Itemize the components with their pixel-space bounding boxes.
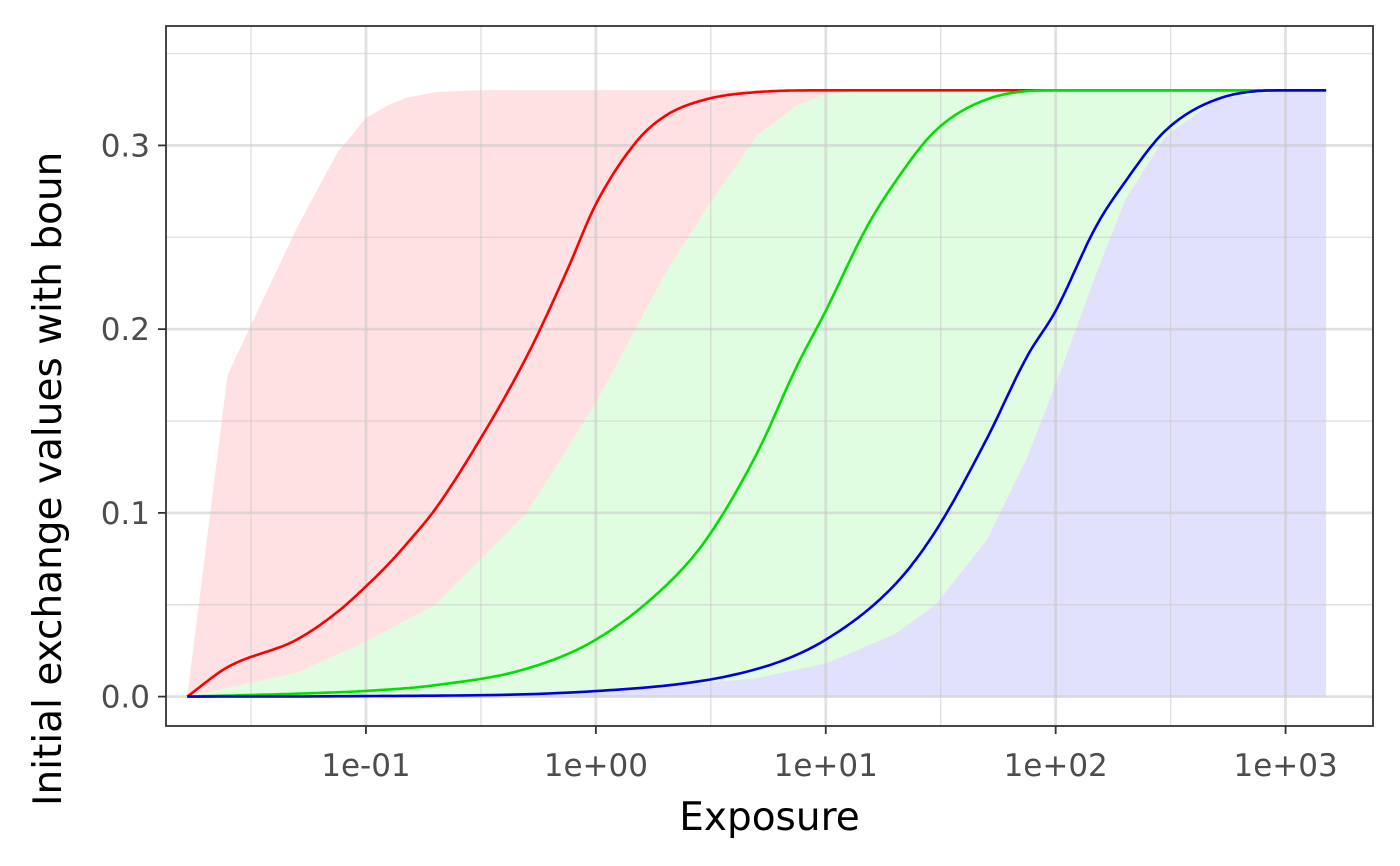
y-axis-title: Initial exchange values with boun (26, 152, 71, 806)
y-tick-label: 0.1 (101, 496, 150, 532)
x-tick-label: 1e-01 (321, 748, 410, 784)
confidence-bands (187, 90, 1327, 697)
x-tick-label: 1e+00 (544, 748, 648, 784)
series-lines (186, 89, 1327, 698)
y-tick-label: 0.2 (101, 312, 150, 348)
confidence-band-1 (187, 90, 1327, 697)
x-axis-title: Exposure (679, 795, 860, 840)
confidence-band-3 (187, 90, 1327, 697)
x-tick-label: 1e+01 (774, 748, 878, 784)
x-tick-label: 1e+02 (1004, 748, 1108, 784)
series-line-3 (187, 89, 1327, 698)
x-tick-label: 1e+03 (1233, 748, 1337, 784)
series-line-1 (186, 89, 1327, 698)
gridlines (166, 26, 1373, 726)
y-tick-label: 0.3 (101, 128, 150, 164)
y-tick-label: 0.0 (101, 680, 150, 716)
plot-panel-border (165, 25, 1374, 727)
axis-ticks: 1e-01 1e+00 1e+01 1e+02 1e+03 0.0 0.1 0.2 0.3 (101, 128, 1338, 784)
series-line-2 (187, 89, 1327, 698)
